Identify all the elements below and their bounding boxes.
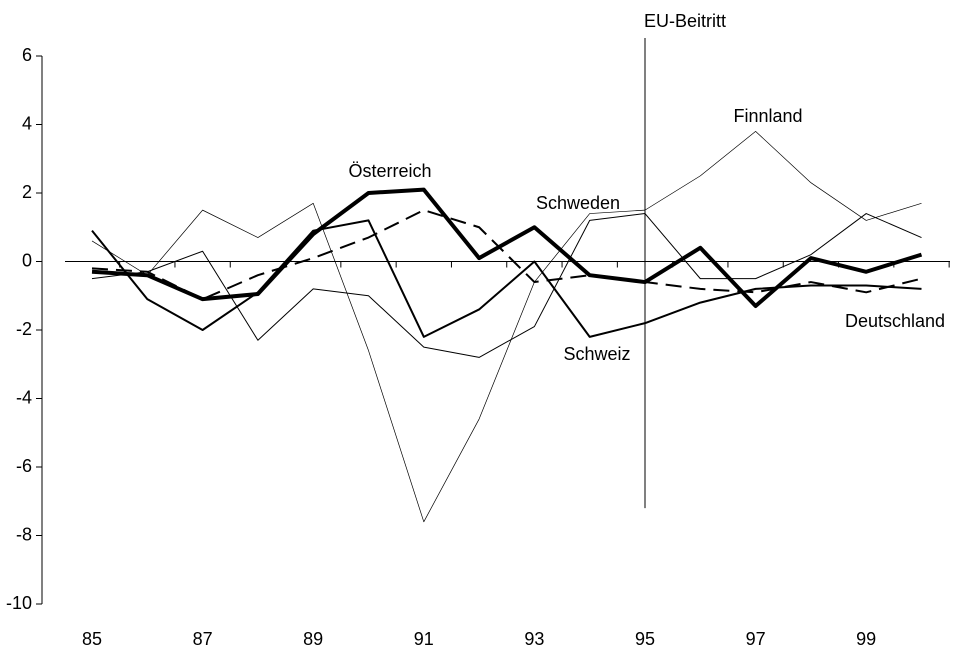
series-line — [91, 219, 922, 338]
y-tick-label: 4 — [22, 113, 32, 133]
series-label: Finnland — [733, 106, 802, 126]
y-tick-label: -4 — [16, 387, 32, 407]
x-tick-label: 91 — [414, 629, 434, 649]
series-line — [91, 209, 922, 301]
y-tick-label: -8 — [16, 524, 32, 544]
series-line — [91, 213, 922, 358]
y-tick-label: 0 — [22, 250, 32, 270]
y-tick-label: -2 — [16, 319, 32, 339]
y-tick-label: -10 — [6, 593, 32, 613]
series-label: Schweden — [536, 193, 620, 213]
x-tick-label: 87 — [193, 629, 213, 649]
x-tick-label: 89 — [303, 629, 323, 649]
y-tick-label: -6 — [16, 456, 32, 476]
x-tick-label: 93 — [524, 629, 544, 649]
series-line — [91, 187, 923, 309]
series-label: Österreich — [348, 161, 431, 181]
annotation-label: EU-Beitritt — [644, 11, 726, 31]
x-tick-label: 99 — [856, 629, 876, 649]
x-tick-label: 97 — [746, 629, 766, 649]
x-tick-label: 85 — [82, 629, 102, 649]
x-tick-label: 95 — [635, 629, 655, 649]
series-label: Schweiz — [563, 344, 630, 364]
series-line — [91, 131, 922, 523]
y-tick-label: 6 — [22, 45, 32, 65]
y-tick-label: 2 — [22, 182, 32, 202]
series-label: Deutschland — [845, 311, 945, 331]
